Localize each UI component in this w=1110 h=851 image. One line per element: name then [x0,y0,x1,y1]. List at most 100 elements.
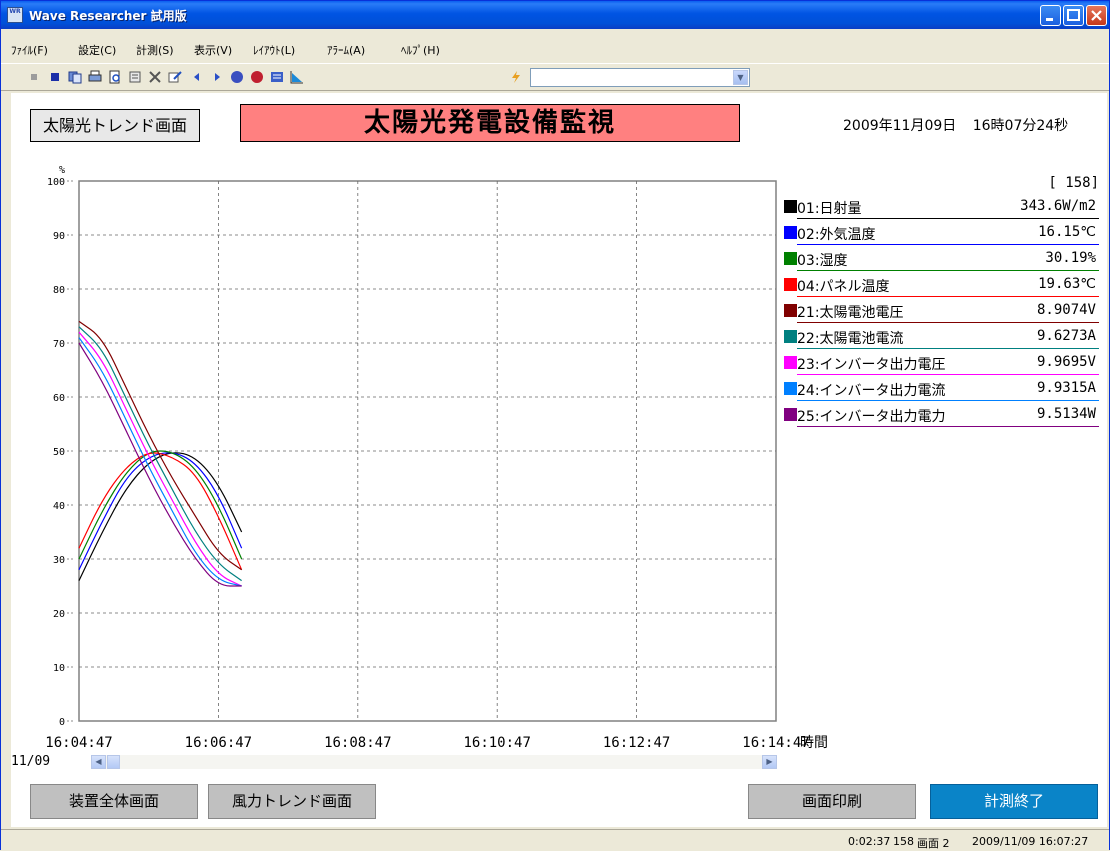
legend-swatch [784,252,797,265]
edit-icon[interactable] [168,70,182,84]
legend-item[interactable]: 25:インバータ出力電力 9.5134W [783,403,1099,429]
series-line [78,452,243,581]
print-icon[interactable] [88,70,102,84]
solar-trend-button[interactable]: 太陽光トレンド画面 [30,109,200,142]
stop-square-icon[interactable] [48,70,62,84]
time-scrollbar[interactable]: ◀ ▶ [91,755,777,769]
y-tick-label: 100 [47,177,65,188]
stop-icon[interactable] [250,70,264,84]
legend-underline [797,218,1099,219]
series-line [78,326,242,582]
print-screen-button[interactable]: 画面印刷 [748,784,916,819]
series-line [78,342,242,587]
legend-item[interactable]: 02:外気温度 16.15℃ [783,221,1099,247]
legend-item[interactable]: 04:パネル温度 19.63℃ [783,273,1099,299]
page-title: 太陽光発電設備監視 [240,104,740,142]
y-tick-label: 50 [53,447,65,458]
menu-layout[interactable]: ﾚｲｱｳﾄ(L) [253,44,296,57]
legend-item[interactable]: 23:インバータ出力電圧 9.9695V [783,351,1099,377]
menu-settings[interactable]: 設定(C) [78,44,117,57]
legend-item[interactable]: 22:太陽電池電流 9.6273A [783,325,1099,351]
status-bar: 0:02:37 158 画面 2 2009/11/09 16:07:27 [1,829,1109,851]
end-measurement-button[interactable]: 計測終了 [930,784,1098,819]
y-tick-label: 70 [53,339,65,350]
legend-value: 343.6W/m2 [1020,198,1096,214]
record-icon[interactable] [27,70,41,84]
close-button[interactable] [1086,5,1107,26]
tools-icon[interactable] [148,70,162,84]
scroll-thumb[interactable] [107,755,120,769]
current-time: 16時07分24秒 [972,118,1069,134]
print-preview-icon[interactable] [108,70,122,84]
status-elapsed: 0:02:37 [848,835,891,848]
series-line [78,452,243,571]
x-axis-label: 時間 [800,735,828,751]
menu-alarm[interactable]: ｱﾗｰﾑ(A) [327,44,366,57]
y-tick-label: 40 [53,501,65,512]
series-line [78,337,242,587]
legend-swatch [784,278,797,291]
wind-trend-button[interactable]: 風力トレンド画面 [208,784,376,819]
close-icon [1091,10,1102,21]
legend-swatch [784,200,797,213]
prev-icon[interactable] [190,70,204,84]
legend-item[interactable]: 21:太陽電池電圧 8.9074V [783,299,1099,325]
copy-icon[interactable] [68,70,82,84]
legend-value: 9.6273A [1036,328,1096,344]
legend-swatch [784,330,797,343]
scroll-left-icon[interactable]: ◀ [91,755,106,769]
trend-chart[interactable]: 0 10 20 30 40 50 60 70 80 90 100% 16:04:47 16:06:47 1… [11,151,831,766]
lightning-icon[interactable] [509,70,523,84]
overview-button[interactable]: 装置全体画面 [30,784,198,819]
sample-count: [ 158] [1048,175,1099,191]
window-title: Wave Researcher 試用版 [29,9,187,23]
legend-value: 16.15℃ [1038,224,1096,240]
legend-name: 21:太陽電池電圧 [797,305,904,321]
legend-name: 01:日射量 [797,201,862,217]
list-icon[interactable] [270,70,284,84]
legend-value: 9.5134W [1036,406,1096,422]
maximize-button[interactable] [1063,5,1084,26]
legend-value: 19.63℃ [1038,276,1096,292]
legend-item[interactable]: 01:日射量 343.6W/m2 [783,195,1099,221]
title-bar[interactable]: WR Wave Researcher 試用版 [1,1,1109,29]
menu-view[interactable]: 表示(V) [194,44,233,57]
scroll-right-icon[interactable]: ▶ [762,755,777,769]
current-date: 2009年11月09日 [843,118,957,134]
maximize-icon [1067,9,1080,21]
legend-swatch [784,304,797,317]
legend-value: 30.19% [1045,250,1096,266]
chart-icon[interactable] [290,70,304,84]
minimize-button[interactable] [1040,5,1061,26]
next-icon[interactable] [210,70,224,84]
status-screen: 画面 2 [917,837,950,850]
menu-help[interactable]: ﾍﾙﾌﾟ(H) [401,44,440,57]
legend-item[interactable]: 24:インバータ出力電流 9.9315A [783,377,1099,403]
x-tick-label: 16:04:47 [45,735,112,751]
date-label: 11/09 [11,754,50,766]
legend-underline [797,400,1099,401]
status-count: 158 [893,835,914,848]
y-tick-label: 30 [53,555,65,566]
legend-name: 23:インバータ出力電圧 [797,357,946,373]
channel-select[interactable]: ▼ [530,68,750,87]
legend-name: 22:太陽電池電流 [797,331,904,347]
x-tick-label: 16:14:47 [742,735,809,751]
legend-underline [797,426,1099,427]
toolbar: ▼ [1,63,1109,91]
chart-series [78,320,243,587]
menu-file[interactable]: ﾌｧｲﾙ(F) [11,44,48,57]
menu-measure[interactable]: 計測(S) [136,44,174,57]
chart-axes: 0 10 20 30 40 50 60 70 80 90 100% 16:04:47 16:06:47 1… [11,165,828,766]
start-icon[interactable] [230,70,244,84]
legend-item[interactable]: 03:湿度 30.19% [783,247,1099,273]
y-tick-label: 60 [53,393,65,404]
chevron-down-icon[interactable]: ▼ [733,70,748,85]
y-tick-label: 20 [53,609,65,620]
legend-underline [797,244,1099,245]
legend-underline [797,348,1099,349]
properties-icon[interactable] [128,70,142,84]
app-icon: WR [7,7,23,23]
legend-value: 8.9074V [1036,302,1096,318]
